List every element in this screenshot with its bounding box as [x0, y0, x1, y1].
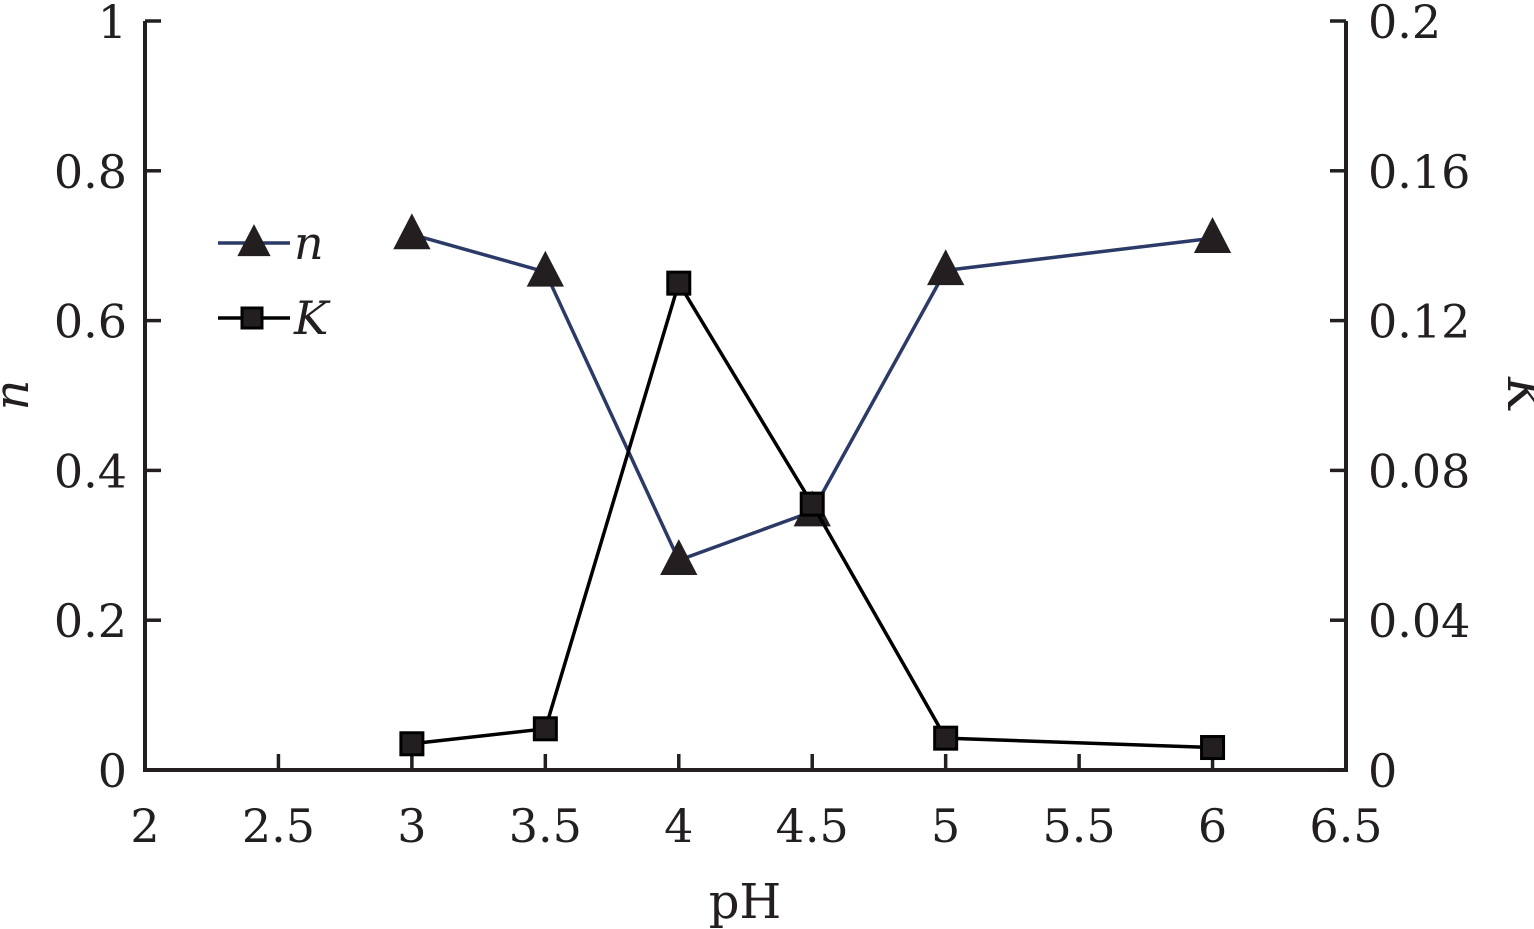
series-K-point [666, 270, 692, 296]
x-tick-label: 5.5 [1043, 799, 1116, 853]
legend-label: n [294, 216, 324, 270]
series-n [393, 213, 1232, 576]
axes: 2 2.5 3 3.5 4 4.5 5 5.5 6 6.500.20.40.60.8100.040… [54, 0, 1471, 853]
series-K-point [1200, 735, 1226, 761]
y-left-tick-label: 1 [98, 0, 127, 49]
x-tick-label: 4 [664, 799, 693, 853]
y-left-tick-label: 0.2 [54, 594, 127, 648]
series-n-line [411, 232, 1213, 563]
series-n-point [660, 539, 698, 576]
x-tick-label: 2 [130, 799, 159, 853]
series-K-point [399, 731, 425, 757]
x-tick-label: 5 [931, 799, 960, 853]
series-K-line [411, 278, 1213, 750]
series-K-point [933, 725, 959, 751]
y-right-tick-label: 0.2 [1368, 0, 1441, 49]
series-K-point [799, 491, 825, 517]
series-K [399, 270, 1226, 761]
x-tick-label: 3 [397, 799, 426, 853]
series-n-point [526, 250, 564, 287]
y-right-tick-label: 0 [1368, 744, 1397, 798]
x-tick-label: 4.5 [776, 799, 849, 853]
series-n-point [927, 249, 965, 286]
x-tick-label: 6 [1198, 799, 1227, 853]
y-left-tick-label: 0.8 [54, 145, 127, 199]
y-right-tick-label: 0.08 [1368, 444, 1470, 498]
y-left-tick-label: 0.4 [54, 444, 127, 498]
x-tick-label: 2.5 [242, 799, 315, 853]
y-axis-right-title: K [1496, 376, 1534, 416]
legend-item-K: K [218, 291, 331, 345]
legend: nK [218, 216, 331, 345]
x-axis-title: pH [709, 874, 782, 929]
legend-marker [240, 306, 264, 330]
legend-label: K [293, 291, 331, 345]
series-n-point [393, 213, 431, 250]
y-right-tick-label: 0.12 [1368, 295, 1470, 349]
x-tick-label: 6.5 [1309, 799, 1382, 853]
y-left-tick-label: 0.6 [54, 295, 127, 349]
y-axis-left-title: n [0, 380, 40, 411]
y-left-tick-label: 0 [98, 744, 127, 798]
y-right-tick-label: 0.04 [1368, 594, 1470, 648]
series-K-point [532, 716, 558, 742]
legend-marker [237, 224, 271, 257]
x-tick-label: 3.5 [509, 799, 582, 853]
y-right-tick-label: 0.16 [1368, 145, 1470, 199]
series-layer [393, 213, 1232, 761]
legend-item-n: n [218, 216, 324, 270]
series-n-point [1193, 217, 1232, 253]
